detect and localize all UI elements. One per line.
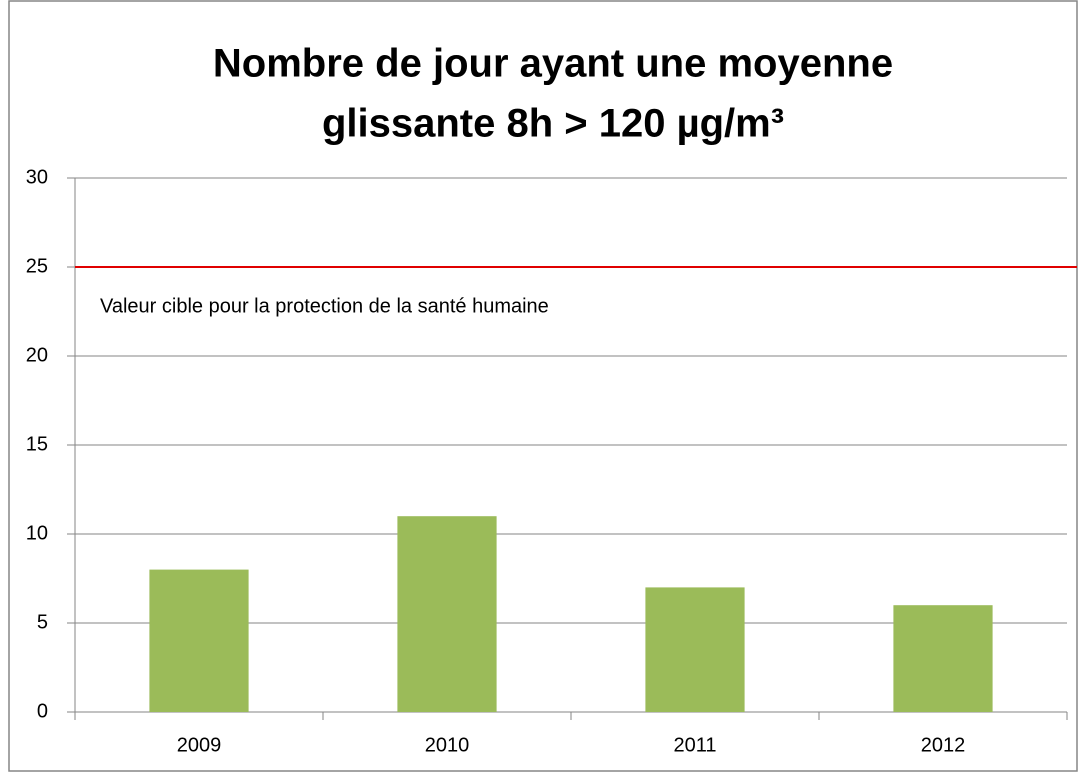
y-tick-label: 30 [26, 166, 48, 188]
x-tick-label: 2009 [177, 734, 222, 756]
y-tick-label: 15 [26, 433, 48, 455]
x-tick-label: 2010 [425, 734, 470, 756]
chart-title: glissante 8h > 120 µg/m³ [322, 102, 784, 146]
x-tick-label: 2012 [921, 734, 966, 756]
y-tick-label: 10 [26, 522, 48, 544]
reference-label: Valeur cible pour la protection de la sa… [100, 295, 549, 317]
x-tick-label: 2011 [673, 734, 716, 756]
bar [893, 605, 993, 712]
bar [645, 587, 745, 712]
y-tick-label: 20 [26, 344, 48, 366]
bar [149, 569, 249, 712]
y-tick-label: 25 [26, 255, 48, 277]
y-tick-label: 5 [37, 611, 48, 633]
bar [397, 516, 497, 712]
chart-title: Nombre de jour ayant une moyenne [213, 42, 893, 86]
y-tick-label: 0 [37, 700, 48, 722]
